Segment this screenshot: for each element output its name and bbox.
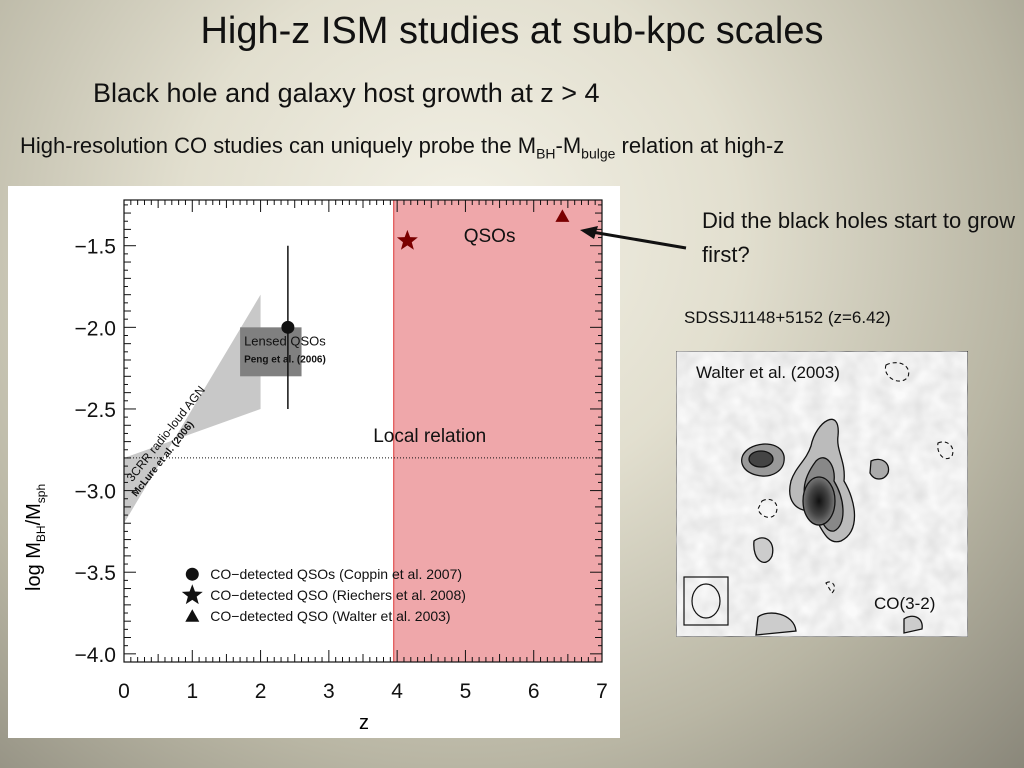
legend-label: CO−detected QSO (Walter et al. 2003) bbox=[210, 608, 450, 624]
contour-west-core bbox=[748, 450, 774, 468]
agn-band-label: 3CRR radio-loud AGN bbox=[124, 383, 208, 484]
legend-marker-star bbox=[181, 584, 203, 605]
x-tick-label: 3 bbox=[323, 680, 335, 703]
agn-band bbox=[124, 294, 261, 524]
y-label-main: log M bbox=[23, 542, 45, 591]
lensed-box-ref: Peng et al. (2006) bbox=[244, 354, 326, 365]
legend-marker-circle bbox=[185, 567, 199, 581]
object-label: SDSSJ1148+5152 (z=6.42) bbox=[684, 308, 891, 327]
beam-frame bbox=[683, 576, 729, 626]
co-map: Walter et al. (2003) CO(3-2) bbox=[675, 350, 969, 638]
contour-main-core bbox=[802, 476, 836, 526]
x-tick-label: 4 bbox=[391, 680, 403, 703]
y-tick-label: −1.5 bbox=[75, 236, 116, 259]
note-main: High-resolution CO studies can uniquely … bbox=[20, 133, 537, 158]
note-dash: -M bbox=[555, 133, 582, 158]
legend-label: CO−detected QSO (Riechers et al. 2008) bbox=[210, 587, 466, 603]
arrow-head bbox=[580, 226, 598, 239]
map-credit: Walter et al. (2003) bbox=[696, 363, 840, 382]
map-negative-contours bbox=[757, 362, 954, 594]
chart-panel: QSOs 3CRR radio-loud AGN McLure et al. (20… bbox=[8, 186, 620, 738]
x-tick-label: 5 bbox=[460, 680, 472, 703]
point-riechers bbox=[396, 229, 418, 250]
y-tick-label: −4.0 bbox=[75, 644, 116, 667]
y-tick-label: −3.5 bbox=[75, 562, 116, 585]
note-tail: relation at high-z bbox=[615, 133, 785, 158]
x-tick-label: 0 bbox=[118, 680, 130, 703]
contour-east bbox=[869, 458, 890, 480]
map-contours bbox=[741, 418, 923, 636]
lensed-box-label: Lensed QSOs bbox=[244, 333, 326, 348]
neg-contour-4 bbox=[825, 581, 835, 594]
contour-south bbox=[753, 537, 774, 563]
y-label-slash: /M bbox=[23, 503, 45, 525]
y-axis-label: log MBH/Msph bbox=[23, 484, 48, 591]
legend-marker-triangle bbox=[185, 609, 200, 622]
x-tick-label: 6 bbox=[528, 680, 540, 703]
local-relation-label: Local relation bbox=[373, 426, 486, 447]
y-tick-label: −3.0 bbox=[75, 481, 116, 504]
qso-region-label: QSOs bbox=[464, 226, 516, 247]
neg-contour-1 bbox=[757, 498, 778, 518]
beam-ellipse bbox=[691, 583, 721, 619]
x-tick-label: 1 bbox=[186, 680, 198, 703]
question-text: Did the black holes start to grow first? bbox=[702, 208, 1016, 267]
lensed-box bbox=[240, 327, 302, 377]
y-tick-label: −2.5 bbox=[75, 399, 116, 422]
point-walter bbox=[555, 209, 570, 222]
map-line-label: CO(3-2) bbox=[874, 594, 935, 613]
x-tick-label: 7 bbox=[596, 680, 608, 703]
contour-bottom-right bbox=[903, 615, 923, 634]
note-sub-bh: BH bbox=[536, 145, 556, 162]
y-label-sub1: BH bbox=[34, 525, 48, 542]
legend-label: CO−detected QSOs (Coppin et al. 2007) bbox=[210, 566, 462, 582]
qso-region bbox=[393, 199, 603, 663]
y-label-sub2: sph bbox=[34, 484, 48, 503]
contour-bottom-left bbox=[755, 612, 797, 636]
beam-box bbox=[683, 576, 729, 626]
point-coppin bbox=[281, 320, 295, 334]
arrow-shaft bbox=[591, 230, 687, 250]
note-sub-bulge: bulge bbox=[581, 145, 616, 162]
x-tick-label: 2 bbox=[255, 680, 267, 703]
neg-contour-3 bbox=[884, 362, 910, 382]
neg-contour-2 bbox=[937, 441, 954, 460]
y-tick-label: −2.0 bbox=[75, 317, 116, 340]
arrow bbox=[580, 226, 687, 250]
slide-note: High-resolution CO studies can uniquely … bbox=[20, 133, 784, 161]
co-map-panel: Walter et al. (2003) CO(3-2) bbox=[675, 350, 969, 638]
x-axis-label: z bbox=[359, 712, 369, 734]
slide-title: High-z ISM studies at sub-kpc scales bbox=[200, 10, 824, 52]
slide-subtitle: Black hole and galaxy host growth at z >… bbox=[93, 78, 600, 108]
